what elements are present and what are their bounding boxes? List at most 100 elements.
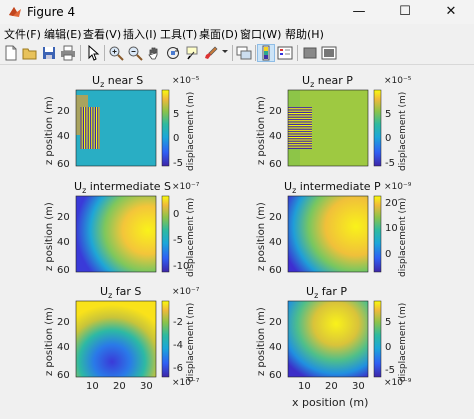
y-tick-label: 20 bbox=[57, 212, 70, 223]
menu-item[interactable]: 窗口(W) bbox=[240, 28, 282, 41]
panel-title: Uz near P bbox=[302, 74, 353, 90]
maximize-button[interactable]: ☐ bbox=[399, 4, 411, 19]
menu-item[interactable]: 工具(T) bbox=[160, 28, 198, 41]
x-tick-label: 20 bbox=[113, 381, 126, 392]
toolbar-separator bbox=[297, 45, 298, 61]
y-axis-label: z position (m) bbox=[256, 202, 267, 271]
minimize-button[interactable]: — bbox=[352, 4, 366, 19]
colorbar-exponent: ×10⁻⁷ bbox=[172, 182, 200, 192]
colorbar-tick-label: 0 bbox=[385, 342, 392, 353]
menu-item[interactable]: 文件(F) bbox=[4, 28, 41, 41]
y-axis-label: z position (m) bbox=[256, 96, 267, 165]
colorbar bbox=[161, 300, 170, 378]
colorbar-tick-label: 0 bbox=[173, 133, 180, 144]
data-cursor-icon[interactable] bbox=[184, 45, 200, 61]
colorbar-icon[interactable] bbox=[257, 44, 275, 62]
x-tick-label: 10 bbox=[86, 381, 99, 392]
figure-area: Uz near S ×10⁻⁵ 20 40 60 5 0 -5 z positi… bbox=[0, 65, 474, 419]
zoom-in-icon[interactable] bbox=[108, 45, 124, 61]
heatmap-stripes bbox=[288, 107, 312, 149]
colorbar-label: displacement (m) bbox=[186, 197, 196, 277]
colorbar bbox=[373, 89, 382, 167]
menu-item[interactable]: 编辑(E) bbox=[44, 28, 82, 41]
colorbar-label: displacement (m) bbox=[186, 91, 196, 171]
panel-intermediate-s bbox=[75, 195, 170, 273]
colorbar bbox=[161, 195, 170, 273]
y-tick-label: 20 bbox=[57, 106, 70, 117]
axes-box bbox=[287, 195, 369, 273]
pointer-icon[interactable] bbox=[85, 45, 101, 61]
panel-title: Uz near S bbox=[92, 74, 144, 90]
show-plot-tools-icon[interactable] bbox=[321, 45, 337, 61]
axes-box bbox=[287, 300, 369, 378]
close-button[interactable]: ✕ bbox=[445, 4, 457, 19]
panel-title: Uz intermediate P bbox=[284, 180, 381, 196]
colorbar bbox=[161, 89, 170, 167]
link-icon[interactable] bbox=[236, 45, 252, 61]
panel-title: Uz far P bbox=[306, 285, 348, 301]
y-tick-label: 20 bbox=[269, 317, 282, 328]
panel-far-s bbox=[75, 300, 170, 378]
y-tick-label: 40 bbox=[57, 237, 70, 248]
axes-box bbox=[287, 89, 369, 167]
y-tick-label: 40 bbox=[57, 342, 70, 353]
title-bar: Figure 4 — ☐ ✕ bbox=[0, 0, 474, 24]
colorbar bbox=[373, 300, 382, 378]
menu-item[interactable]: 帮助(H) bbox=[285, 28, 324, 41]
hide-plot-tools-icon[interactable] bbox=[302, 45, 318, 61]
colorbar-tick-label: -2 bbox=[173, 317, 183, 328]
toolbar-separator bbox=[232, 45, 233, 61]
colorbar-tick-label: -6 bbox=[173, 363, 183, 374]
colorbar-tick-label: -5 bbox=[173, 158, 183, 169]
panel-near-p bbox=[287, 89, 382, 167]
y-tick-label: 60 bbox=[57, 159, 70, 170]
print-icon[interactable] bbox=[60, 45, 76, 61]
toolbar bbox=[0, 42, 474, 65]
heatmap-field bbox=[76, 301, 156, 377]
new-figure-icon[interactable] bbox=[3, 45, 19, 61]
colorbar-exponent: ×10⁻⁵ bbox=[172, 76, 200, 86]
colorbar-tick-label: 20 bbox=[385, 198, 398, 209]
colorbar-tick-label: 5 bbox=[173, 109, 180, 120]
brush-icon[interactable] bbox=[203, 45, 219, 61]
colorbar-tick-label: 10 bbox=[385, 223, 398, 234]
legend-icon[interactable] bbox=[277, 45, 293, 61]
x-tick-label: 10 bbox=[298, 381, 311, 392]
colorbar-tick-label: -10 bbox=[173, 261, 190, 272]
heatmap-field bbox=[76, 196, 156, 272]
y-tick-label: 20 bbox=[269, 212, 282, 223]
menu-item[interactable]: 插入(I) bbox=[123, 28, 157, 41]
colorbar-exponent: ×10⁻⁵ bbox=[384, 76, 412, 86]
window-title: Figure 4 bbox=[27, 5, 76, 19]
menu-item[interactable]: 桌面(D) bbox=[199, 28, 239, 41]
y-tick-label: 60 bbox=[57, 265, 70, 276]
colorbar-tick-label: 5 bbox=[385, 109, 392, 120]
toolbar-separator bbox=[255, 45, 256, 61]
colorbar-tick-label: 0 bbox=[173, 209, 180, 220]
rotate-3d-icon[interactable] bbox=[165, 45, 181, 61]
x-tick-label: 30 bbox=[140, 381, 153, 392]
colorbar-tick-label: -5 bbox=[385, 365, 395, 376]
pan-icon[interactable] bbox=[146, 45, 162, 61]
zoom-out-icon[interactable] bbox=[127, 45, 143, 61]
panel-far-p bbox=[287, 300, 382, 378]
chevron-down-icon[interactable] bbox=[221, 48, 229, 56]
heatmap-figure bbox=[75, 89, 382, 378]
x-tick-label: 20 bbox=[325, 381, 338, 392]
colorbar-tick-label: 0 bbox=[385, 249, 392, 260]
menu-item[interactable]: 查看(V) bbox=[83, 28, 122, 41]
y-tick-label: 60 bbox=[269, 370, 282, 381]
colorbar-tick-label: -4 bbox=[173, 340, 183, 351]
axes-box bbox=[75, 300, 157, 378]
colorbar-exponent-bottom: ×10⁻⁷ bbox=[172, 378, 200, 388]
save-icon[interactable] bbox=[41, 45, 57, 61]
y-tick-label: 40 bbox=[57, 131, 70, 142]
heatmap-stripes bbox=[80, 107, 100, 149]
open-file-icon[interactable] bbox=[22, 45, 38, 61]
x-tick-label: 30 bbox=[352, 381, 365, 392]
y-tick-label: 20 bbox=[269, 106, 282, 117]
colorbar-label: displacement (m) bbox=[398, 302, 408, 382]
y-axis-label: z position (m) bbox=[44, 307, 55, 376]
panel-near-s bbox=[75, 89, 170, 167]
heatmap-field bbox=[288, 301, 368, 377]
